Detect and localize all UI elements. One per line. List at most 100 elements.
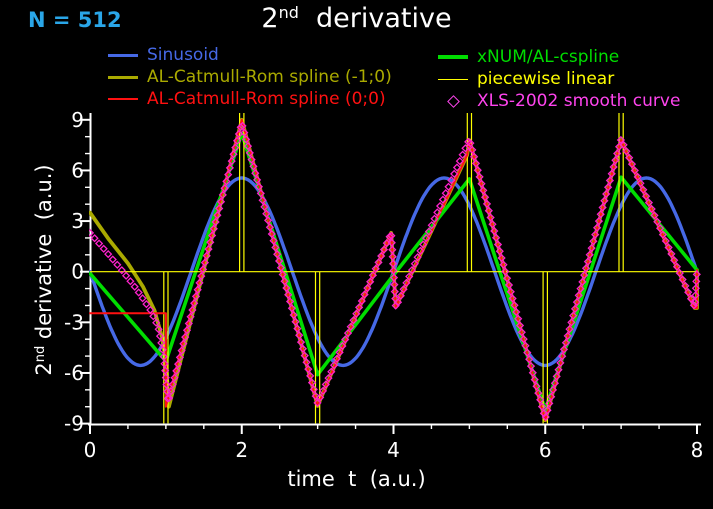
diamond-marker [329, 361, 339, 370]
diamond-marker [149, 312, 158, 321]
legend-label: piecewise linear [477, 69, 615, 89]
diamond-marker [90, 234, 99, 243]
diamond-marker [389, 266, 398, 275]
diamond-marker [186, 312, 195, 321]
legend-item: XLS-2002 smooth curve [438, 90, 680, 112]
line-glyph [438, 78, 468, 80]
diamond-marker [402, 278, 411, 288]
diamond-marker [691, 291, 700, 300]
series-al-catmull-rom-spline-0-0- [89, 118, 698, 422]
diamond-marker [309, 385, 318, 394]
diamond-marker [236, 123, 245, 132]
diamond-marker [387, 231, 396, 240]
diamond-marker [455, 156, 464, 166]
diamond-marker [130, 282, 139, 291]
diamond-marker [619, 140, 628, 150]
diamond-marker [175, 353, 185, 362]
diamond-marker [613, 149, 622, 158]
diamond-marker [491, 233, 501, 242]
diamond-marker [216, 197, 226, 206]
y-axis-label-base: 2 [32, 362, 56, 376]
diamond-marker [424, 227, 434, 236]
diamond-marker [413, 253, 422, 262]
diamond-marker [475, 172, 484, 182]
diamond-marker [346, 322, 355, 331]
diamond-marker [291, 317, 300, 326]
diamond-marker [468, 145, 477, 155]
diamond-marker [254, 182, 264, 191]
diamond-marker [238, 121, 247, 131]
diamond-marker [569, 311, 578, 320]
diamond-marker [318, 386, 328, 396]
diamond-marker [672, 262, 682, 271]
diamond-marker [352, 309, 361, 318]
diamond-marker [625, 153, 634, 162]
diamond-marker [410, 259, 419, 268]
diamond-marker [441, 189, 450, 198]
diamond-marker [280, 277, 289, 286]
diamond-marker [583, 257, 593, 266]
diamond-marker [387, 238, 396, 247]
diamond-marker [490, 226, 499, 236]
diamond-marker [162, 380, 171, 389]
diamond-marker [388, 245, 397, 254]
y-tick-label: -9 [64, 412, 84, 436]
diamond-marker [240, 128, 249, 137]
diamond-marker [164, 393, 174, 403]
diamond-marker [650, 211, 659, 220]
diamond-marker [177, 346, 186, 355]
diamond-marker [232, 136, 242, 145]
diamond-marker [421, 233, 431, 243]
diamond-marker [581, 264, 591, 273]
diamond-marker [155, 331, 165, 341]
diamond-marker [204, 244, 213, 254]
diamond-marker [260, 202, 269, 212]
diamond-marker [366, 277, 375, 286]
diamond-marker [159, 352, 168, 361]
diamond-marker [466, 138, 475, 148]
diamond-marker [218, 190, 227, 200]
diamond-marker [256, 189, 265, 198]
diamond-marker [241, 135, 251, 144]
diamond-marker [512, 307, 521, 317]
diamond-marker [360, 290, 369, 299]
diamond-marker [225, 163, 235, 173]
diamond-marker [559, 345, 569, 354]
diamond-marker [249, 162, 258, 171]
diamond-marker [528, 368, 537, 377]
diamond-marker [563, 331, 572, 341]
diamond-marker [200, 258, 210, 267]
diamond-marker [363, 283, 372, 293]
diamond-marker [534, 388, 543, 398]
diamond-marker [506, 287, 515, 296]
diamond-marker [94, 239, 104, 248]
x-tick-label: 8 [691, 438, 704, 462]
x-axis-label: time t (a.u.) [287, 467, 426, 491]
diamond-marker [592, 223, 602, 232]
diamond-marker [349, 316, 358, 325]
diamond-marker [298, 344, 308, 353]
diamond-marker [332, 354, 342, 363]
diamond-marker [644, 198, 654, 207]
diamond-marker [578, 277, 587, 287]
diamond-marker [477, 179, 486, 188]
diamond-marker [493, 240, 503, 249]
y-tick-label: 6 [71, 158, 84, 182]
diamond-marker [247, 155, 256, 164]
diamond-marker [523, 348, 532, 357]
diamond-marker [541, 412, 550, 422]
diamond-marker [215, 204, 224, 213]
diamond-marker [252, 175, 262, 185]
diamond-marker [113, 260, 122, 269]
diamond-marker [639, 185, 648, 194]
diamond-marker [447, 176, 456, 185]
diamond-marker [438, 195, 448, 204]
diamond-marker [396, 291, 405, 300]
line-sample-icon [108, 53, 138, 57]
diamond-marker [269, 236, 278, 245]
diamond-marker [227, 156, 236, 166]
diamond-marker [589, 237, 598, 246]
diamond-marker [229, 150, 238, 159]
diamond-marker [142, 299, 151, 309]
diamond-marker [502, 274, 512, 283]
